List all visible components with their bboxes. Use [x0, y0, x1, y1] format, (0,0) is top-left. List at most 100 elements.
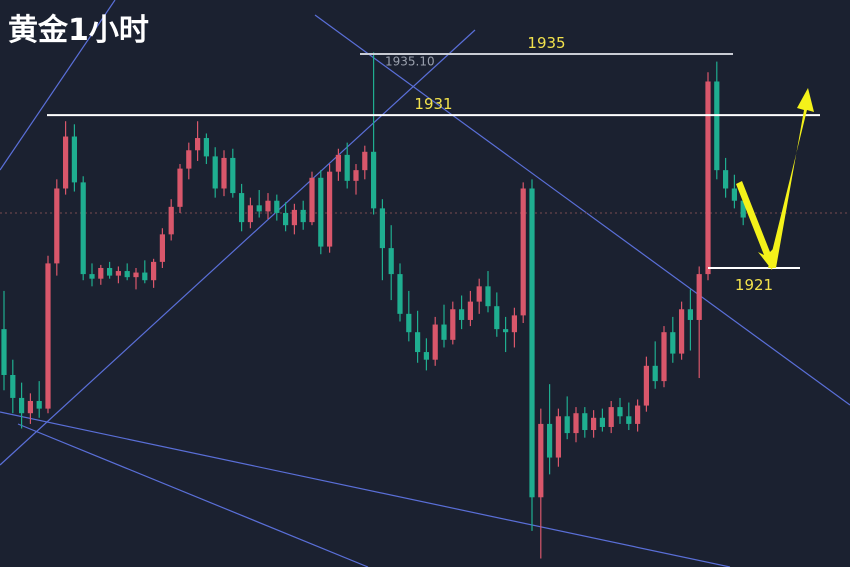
candle-body — [397, 274, 403, 314]
chart-title: 黄金1小时 — [8, 13, 149, 48]
candle-body — [652, 365, 658, 382]
candle-body — [714, 81, 720, 171]
candle-body — [476, 286, 482, 302]
candle-body — [230, 157, 236, 194]
candle-body — [547, 423, 553, 458]
candle-body — [617, 407, 623, 417]
candle-body — [212, 156, 218, 189]
candle-body — [107, 267, 113, 276]
candle-body — [54, 188, 60, 264]
candle-body — [168, 206, 174, 235]
candle-body — [1, 329, 7, 375]
candle-body — [415, 332, 421, 353]
candle-body — [327, 171, 333, 247]
candle-body — [274, 200, 280, 213]
high-label: 1935.10 — [385, 54, 435, 68]
candle-body — [388, 248, 394, 275]
candle-body — [256, 205, 262, 212]
candle-body — [687, 309, 693, 320]
trend-line — [17, 423, 369, 567]
candle-body — [467, 301, 473, 320]
candle-body — [432, 324, 438, 360]
trend-line — [0, 0, 116, 171]
candle-body — [344, 154, 350, 181]
candle-body — [529, 188, 535, 498]
arrow-down — [736, 181, 776, 270]
candle-body — [195, 138, 201, 151]
candle-body — [177, 168, 183, 207]
candle-body — [696, 274, 702, 320]
candle-body — [450, 309, 456, 340]
candle-body — [679, 309, 685, 354]
candle-body — [124, 271, 130, 278]
candle-body — [503, 329, 509, 333]
candle-body — [494, 306, 500, 330]
candle-body — [555, 416, 561, 458]
candle-body — [723, 170, 729, 189]
candle-body — [626, 416, 632, 424]
candle-body — [186, 150, 192, 169]
candle-body — [45, 263, 51, 409]
candle-body — [63, 136, 69, 189]
candle-body — [142, 272, 148, 281]
candle-body — [564, 416, 570, 434]
candle-body — [36, 400, 42, 409]
candle-body — [511, 315, 517, 333]
candle-body — [591, 417, 597, 431]
candle-body — [661, 332, 667, 382]
trend-line — [314, 14, 850, 406]
candle-body — [133, 272, 139, 278]
candle-body — [27, 400, 33, 414]
candle-body — [318, 177, 324, 247]
candle-body — [221, 157, 227, 189]
candle-body — [362, 151, 368, 171]
candle-body — [485, 286, 491, 307]
candle-body — [459, 309, 465, 320]
candle-body — [89, 274, 95, 279]
candle-body — [239, 193, 245, 223]
candle-body — [80, 182, 86, 275]
candle-body — [300, 209, 306, 223]
candle-body — [441, 324, 447, 340]
level-label: 1931 — [414, 95, 452, 113]
candle-body — [335, 154, 341, 172]
level-label: 1935 — [527, 34, 565, 52]
candle-body — [599, 417, 605, 427]
candle-body — [283, 212, 289, 226]
candle-body — [643, 365, 649, 406]
candle-body — [608, 407, 614, 427]
candle-body — [247, 205, 253, 223]
candle-body — [538, 423, 544, 498]
arrow-up — [768, 88, 814, 268]
candle-body — [520, 188, 526, 316]
levels: 1935 1931 1921 1935.10 — [47, 34, 820, 294]
candle-body — [379, 208, 385, 249]
candle-body — [10, 374, 16, 398]
arrows — [736, 88, 814, 270]
candle-body — [573, 413, 579, 434]
candle-body — [670, 332, 676, 354]
candle-body — [406, 313, 412, 333]
trend-line — [0, 29, 476, 466]
candle-body — [115, 271, 121, 276]
candle-body — [731, 188, 737, 201]
candle-body — [265, 200, 271, 212]
candle-body — [151, 261, 157, 281]
trend-line — [0, 411, 731, 567]
level-label: 1921 — [735, 276, 773, 294]
candle-body — [309, 177, 315, 223]
candle-body — [423, 352, 429, 360]
candle-body — [291, 209, 297, 226]
candle-body — [635, 405, 641, 424]
candle-body — [19, 397, 25, 414]
candle-body — [159, 234, 165, 262]
candle-body — [371, 151, 377, 209]
candle-body — [740, 200, 746, 218]
candle-body — [203, 138, 209, 157]
candle-body — [353, 170, 359, 181]
candles — [1, 52, 746, 559]
